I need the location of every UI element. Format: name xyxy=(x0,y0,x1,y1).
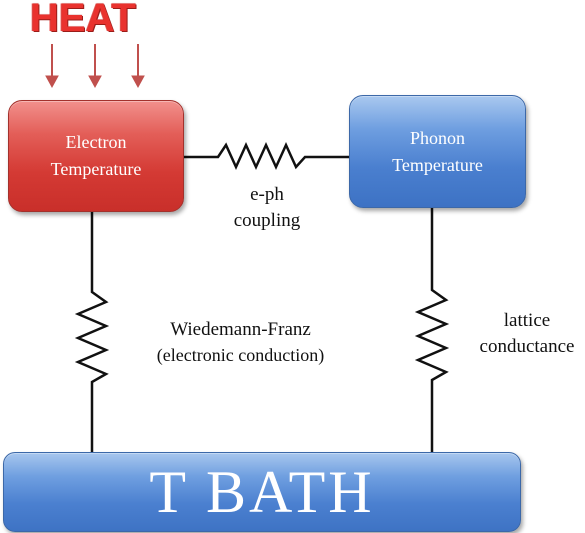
electron-temperature-node: Electron Temperature xyxy=(8,100,184,212)
bath-node: T BATH xyxy=(3,452,521,532)
heat-arrow-icon xyxy=(131,44,145,89)
heat-label: HEAT xyxy=(30,0,136,40)
eph-resistor-icon xyxy=(184,141,349,171)
electron-temperature-label: Electron Temperature xyxy=(50,132,142,179)
electronic-conduction-label: (electronic conduction) xyxy=(156,345,325,365)
bath-label: T BATH xyxy=(149,459,375,525)
heat-arrow-icon xyxy=(88,44,102,89)
lattice-resistor-icon xyxy=(414,208,450,452)
eph-coupling-label: e-ph coupling xyxy=(233,184,301,231)
phonon-temperature-label: Phonon Temperature xyxy=(392,127,483,175)
heat-arrow-icon xyxy=(45,44,59,89)
lattice-conductance-label: lattice conductance xyxy=(479,310,575,357)
wiedemann-franz-label: Wiedemann-Franz xyxy=(170,319,311,340)
wf-resistor-icon xyxy=(74,212,110,452)
phonon-temperature-node: Phonon Temperature xyxy=(349,95,526,208)
